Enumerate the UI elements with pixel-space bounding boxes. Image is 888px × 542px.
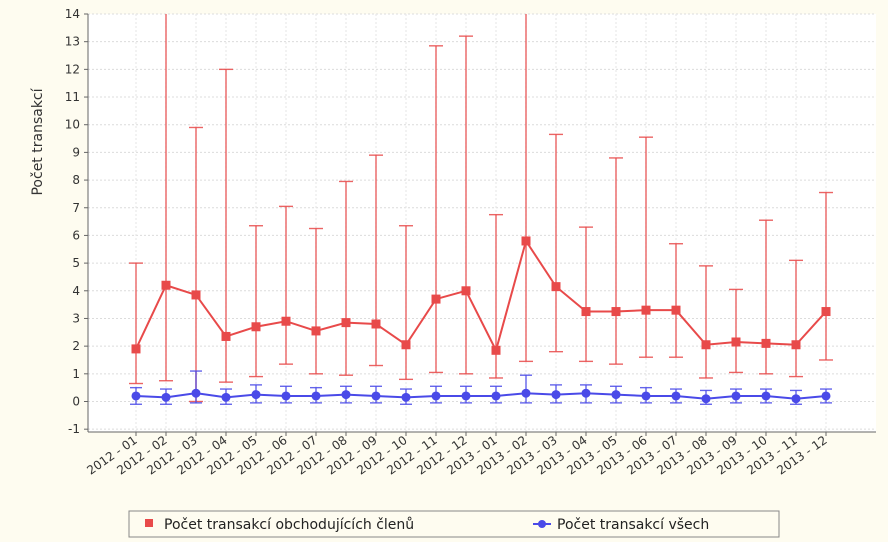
data-point (611, 390, 621, 400)
data-point (221, 392, 231, 402)
data-point (791, 394, 801, 404)
y-tick-label: 4 (72, 284, 80, 298)
data-point (251, 322, 261, 332)
data-point (431, 294, 441, 304)
data-point (491, 391, 501, 401)
y-tick-label: 5 (72, 256, 80, 270)
data-point (251, 390, 261, 400)
y-tick-label: 7 (72, 201, 80, 215)
data-point (371, 319, 381, 329)
y-tick-label: 1 (72, 367, 80, 381)
data-point (761, 391, 771, 401)
legend-marker-red (145, 519, 153, 527)
data-point (671, 391, 681, 401)
y-tick-label: 0 (72, 395, 80, 409)
y-tick-label: 13 (65, 35, 80, 49)
series-layer (129, 14, 833, 405)
data-point (161, 392, 171, 402)
y-axis-title: Počet transakcí (30, 87, 46, 195)
data-point (461, 391, 471, 401)
data-point (611, 307, 621, 317)
data-point (401, 340, 411, 350)
data-point (731, 337, 741, 347)
data-point (131, 344, 141, 354)
data-point (311, 326, 321, 336)
data-point (281, 316, 291, 326)
plot-background (88, 14, 876, 432)
data-point (521, 388, 531, 398)
legend-label-blue: Počet transakcí všech (557, 517, 709, 533)
y-tick-label: 2 (72, 339, 80, 353)
y-tick-label: 14 (65, 7, 80, 21)
y-tick-label: 8 (72, 173, 80, 187)
data-point (131, 391, 141, 401)
y-tick-label: 12 (65, 62, 80, 76)
data-point (641, 305, 651, 315)
legend-box (128, 510, 780, 538)
data-point (581, 388, 591, 398)
data-point (641, 391, 651, 401)
y-tick-label: 10 (65, 118, 80, 132)
data-point (821, 391, 831, 401)
data-point (191, 388, 201, 398)
legend: Počet transakcí obchodujících členů Poče… (128, 510, 780, 538)
data-point (581, 307, 591, 317)
data-point (281, 391, 291, 401)
data-point (191, 290, 201, 300)
data-point (761, 338, 771, 348)
data-point (341, 390, 351, 400)
data-point (551, 390, 561, 400)
data-point (491, 345, 501, 355)
data-point (431, 391, 441, 401)
data-point (161, 280, 171, 290)
data-point (521, 236, 531, 246)
axes (87, 14, 876, 433)
y-tick-label: 11 (65, 90, 80, 104)
series-line (135, 238, 827, 354)
data-point (311, 391, 321, 401)
data-point (461, 286, 471, 296)
data-point (701, 394, 711, 404)
legend-marker-blue (538, 520, 546, 528)
series-1 (130, 370, 832, 405)
data-point (671, 305, 681, 315)
data-point (821, 307, 831, 317)
y-tick-label: -1 (68, 422, 80, 436)
data-point (791, 340, 801, 350)
series-line (135, 392, 827, 400)
data-point (731, 391, 741, 401)
y-tick-label: 3 (72, 311, 80, 325)
data-point (551, 282, 561, 292)
series-0 (129, 14, 833, 403)
data-point (371, 391, 381, 401)
data-point (401, 392, 411, 402)
y-tick-label: 6 (72, 228, 80, 242)
data-point (701, 340, 711, 350)
data-point (341, 318, 351, 328)
y-tick-label: 9 (72, 145, 80, 159)
legend-label-red: Počet transakcí obchodujících členů (164, 517, 414, 533)
data-point (221, 331, 231, 341)
